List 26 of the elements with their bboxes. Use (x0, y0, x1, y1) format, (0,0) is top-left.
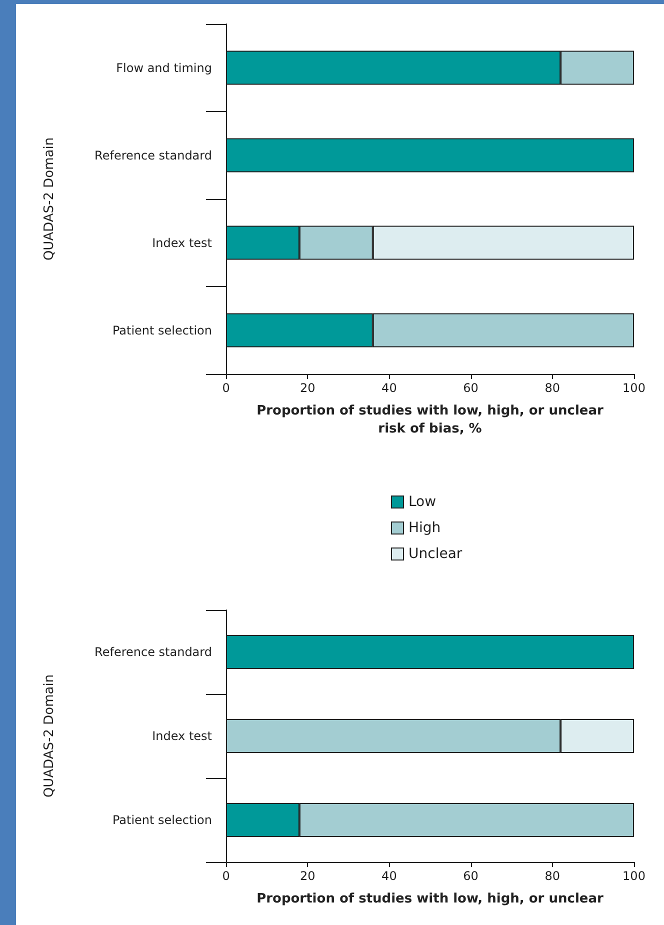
y-tick-label: Index test (152, 236, 212, 250)
x-tick-label: 20 (300, 869, 316, 883)
y-tick-label: Patient selection (112, 813, 212, 827)
legend-label: Low (408, 494, 436, 510)
x-tick-label: 100 (622, 381, 646, 395)
y-tick-label: Index test (152, 729, 212, 743)
x-tick-label: 0 (222, 869, 230, 883)
y-axis-title: QUADAS-2 Domain (42, 674, 57, 798)
y-tick-label: Reference standard (94, 645, 212, 659)
x-axis-title: Proportion of studies with low, high, or unclear (256, 892, 604, 906)
x-tick-label: 80 (544, 869, 560, 883)
y-tick-label: Flow and timing (116, 60, 212, 75)
x-tick-label: 0 (222, 381, 230, 395)
x-axis-title: Proportion of studies with low, high, or unclear risk of bias, % (256, 404, 604, 436)
y-tick-label: Reference standard (94, 148, 212, 162)
legend-label: Unclear (408, 546, 462, 562)
x-tick-label: 80 (544, 381, 560, 395)
x-tick-label: 20 (300, 381, 316, 395)
x-tick-label: 40 (382, 869, 397, 883)
x-tick-label: 40 (382, 381, 397, 395)
x-tick-label: 60 (463, 381, 478, 395)
legend-label: High (408, 520, 441, 536)
y-tick-label: Patient selection (112, 323, 212, 338)
x-tick-label: 100 (622, 869, 646, 883)
y-axis-title: QUADAS-2 Domain (42, 137, 57, 261)
x-tick-label: 60 (463, 869, 478, 883)
